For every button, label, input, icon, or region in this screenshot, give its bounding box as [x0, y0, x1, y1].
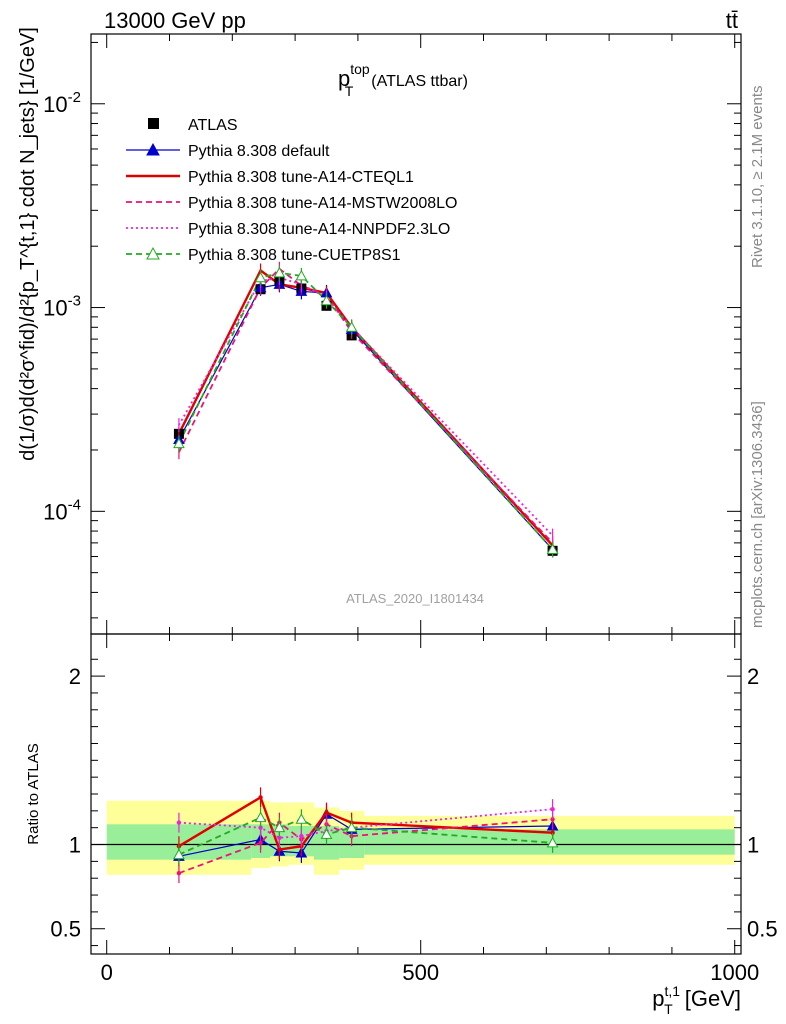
main-point: [345, 321, 358, 332]
chart-title: ptop T(ATLAS ttbar): [338, 61, 468, 99]
ratio-point: [295, 813, 308, 824]
ratio-panel: 0.5 0.5 1 1 2 2 0 500 1000 Ratio to ATLAS pt,1 T [G…: [25, 633, 778, 1017]
rivet-label: Rivet 3.1.10, ≥ 2.1M events: [749, 86, 766, 269]
main-ytick-label: 10-2: [43, 89, 81, 117]
ratio-point: [176, 870, 182, 876]
legend-marker: [148, 118, 159, 129]
main-series-line: [178, 267, 554, 544]
ratio-point: [258, 840, 263, 846]
ratio-point: [546, 836, 559, 848]
ratio-point: [550, 830, 555, 835]
ratio-point: [550, 806, 555, 812]
legend-label: ATLAS: [188, 117, 238, 134]
ratio-xtick-label: 1000: [710, 960, 759, 985]
ratio-point: [324, 810, 329, 815]
ratio-ytick-label: 0.5: [50, 917, 81, 942]
ratio-point: [258, 795, 263, 800]
ratio-xlabel: pt,1 T [GeV]: [652, 983, 741, 1017]
ratio-ytick-label: 1: [69, 833, 81, 858]
main-point: [295, 269, 308, 281]
legend-label: Pythia 8.308 default: [188, 143, 330, 160]
ratio-point: [258, 825, 263, 830]
ratio-ytick-label-right: 2: [747, 664, 759, 689]
legend: ATLAS Pythia 8.308 default Pythia 8.308 tu…: [126, 117, 457, 264]
ratio-xtick-label: 500: [402, 960, 439, 985]
ratio-point: [173, 848, 185, 860]
legend-marker: [146, 142, 160, 156]
watermark: ATLAS_2020_I1801434: [346, 591, 484, 606]
main-series-line: [177, 268, 554, 547]
ratio-xtick-label: 0: [101, 960, 113, 985]
main-series-line: [178, 271, 554, 551]
ratio-point: [277, 847, 282, 852]
legend-marker: [146, 246, 160, 260]
main-point: [546, 543, 559, 554]
ratio-ytick-label-right: 0.5: [747, 917, 778, 942]
ratio-ytick-label-right: 1: [747, 833, 759, 858]
ratio-point: [277, 835, 282, 840]
ratio-frame: [90, 633, 742, 955]
main-ytick-label: 10-4: [43, 496, 81, 524]
main-point: [320, 294, 333, 306]
legend-label: Pythia 8.308 tune-A14-MSTW2008LO: [188, 195, 457, 212]
header-channel: tt̄: [726, 8, 738, 33]
main-point: [273, 266, 286, 278]
ratio-ytick-label: 2: [69, 664, 81, 689]
main-series-line: [178, 276, 554, 537]
legend-label: Pythia 8.308 tune-CUETP8S1: [188, 247, 401, 264]
ratio-point: [345, 821, 358, 833]
header-process: 13000 GeV pp: [104, 8, 246, 33]
mcplots-label: mcplots.cern.ch [arXiv:1306.3436]: [749, 401, 766, 628]
legend-label: Pythia 8.308 tune-A14-NNPDF2.3LO: [188, 221, 450, 238]
ratio-point: [273, 821, 286, 833]
main-point: [254, 271, 267, 283]
main-ytick-label: 10-3: [43, 293, 81, 321]
ratio-point: [176, 820, 182, 825]
ratio-ylabel: Ratio to ATLAS: [25, 743, 42, 844]
ratio-point: [550, 817, 555, 822]
ratio-point: [299, 833, 304, 839]
main-point: [173, 437, 185, 449]
legend-label: Pythia 8.308 tune-A14-CTEQL1: [188, 169, 414, 186]
main-panel: 10-4 10-3 10-2 ptop T(ATLAS ttbar) d(1/σ)d(d²…: [17, 27, 742, 635]
ratio-point: [320, 828, 333, 839]
ratio-point: [254, 811, 267, 823]
main-ylabel: d(1/σ)d(d²σ^fid)/d²{p_T^{t,1} cdot N_jet…: [17, 27, 39, 461]
